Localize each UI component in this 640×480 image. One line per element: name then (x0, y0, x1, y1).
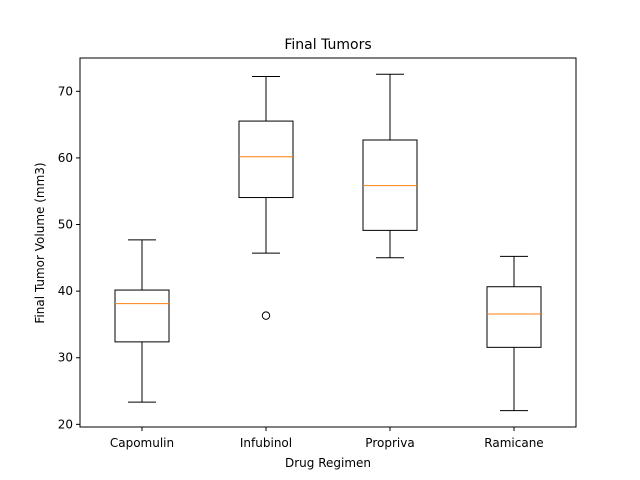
x-tick-label: Infubinol (240, 436, 292, 450)
axes-frame (79, 57, 577, 428)
y-tick-label: 40 (58, 284, 73, 298)
y-tick-label: 50 (58, 218, 73, 232)
x-tick-label: Capomulin (110, 436, 174, 450)
y-tick-label: 60 (58, 151, 73, 165)
plot-area: 20 30 40 50 60 70 Capomulin Infubinol Propriva Ra… (58, 57, 577, 450)
y-tick-label: 30 (58, 351, 73, 365)
box-iqr (114, 289, 170, 343)
box-iqr (238, 120, 294, 199)
x-tick-label: Propriva (365, 436, 414, 450)
outlier-point (261, 311, 271, 320)
y-tick-label: 20 (58, 417, 73, 431)
x-axis-label: Drug Regimen (285, 456, 371, 470)
chart-title: Final Tumors (284, 37, 371, 53)
x-tick-label: Ramicane (484, 436, 543, 450)
y-axis-label: Final Tumor Volume (mm3) (33, 162, 47, 323)
box-iqr (486, 286, 542, 348)
y-tick-label: 70 (58, 84, 73, 98)
